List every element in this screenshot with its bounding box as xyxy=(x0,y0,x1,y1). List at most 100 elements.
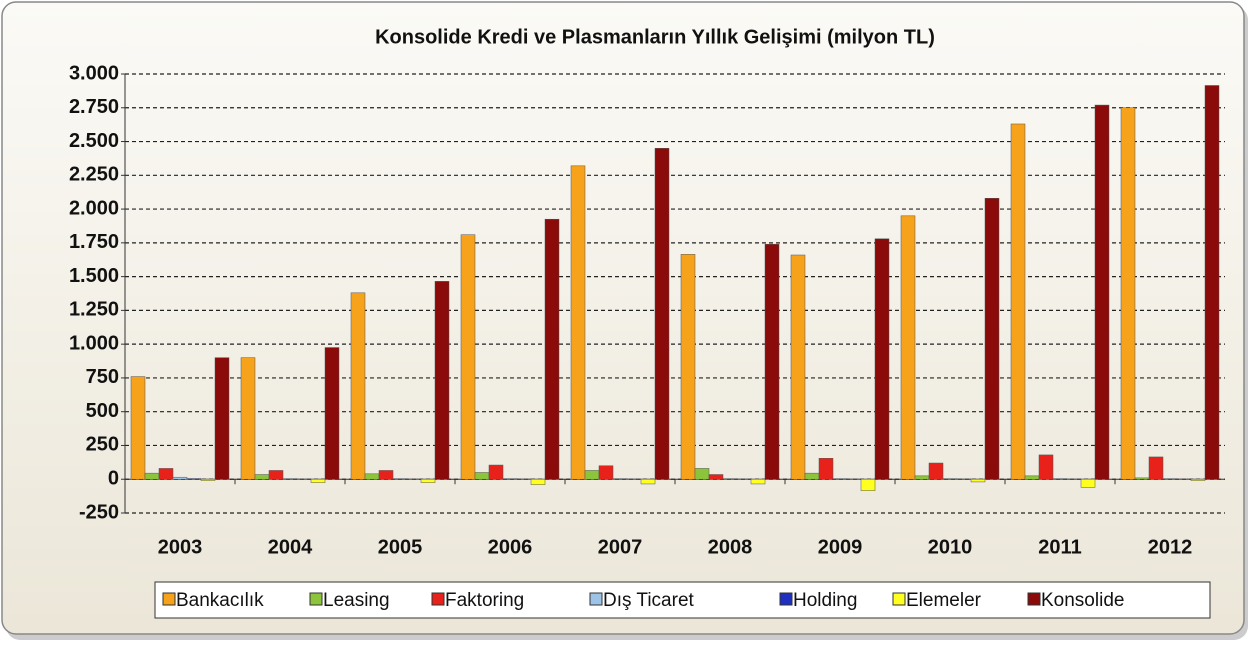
bar xyxy=(861,479,875,490)
bar xyxy=(599,466,613,480)
x-tick-label: 2009 xyxy=(818,536,863,558)
bar xyxy=(325,348,339,480)
legend-swatch xyxy=(893,593,905,605)
bar xyxy=(1025,476,1039,479)
legend-swatch xyxy=(1028,593,1040,605)
chart-title: Konsolide Kredi ve Plasmanların Yıllık G… xyxy=(375,26,935,48)
bar xyxy=(215,358,229,480)
bar xyxy=(159,468,173,479)
legend-swatch xyxy=(310,593,322,605)
bar xyxy=(435,281,449,479)
x-tick-label: 2010 xyxy=(928,536,973,558)
bar xyxy=(875,239,889,479)
bar xyxy=(805,473,819,479)
bar xyxy=(475,472,489,479)
legend-label: Konsolide xyxy=(1041,590,1124,611)
legend-label: Bankacılık xyxy=(176,590,264,611)
bar xyxy=(1135,478,1149,479)
bar xyxy=(531,479,545,484)
bar xyxy=(1095,105,1109,479)
bar xyxy=(255,475,269,480)
bar xyxy=(489,465,503,479)
legend-label: Elemeler xyxy=(906,590,982,611)
legend-label: Faktoring xyxy=(445,590,524,611)
bar xyxy=(765,244,779,479)
bar xyxy=(1121,108,1135,479)
bar xyxy=(791,255,805,479)
x-tick-label: 2005 xyxy=(378,536,423,558)
bar xyxy=(545,219,559,479)
bar xyxy=(503,479,517,480)
y-tick-label: 2.000 xyxy=(69,197,119,219)
bar xyxy=(971,479,985,482)
x-tick-label: 2012 xyxy=(1148,536,1193,558)
bar xyxy=(173,477,187,479)
legend-swatch xyxy=(590,593,602,605)
legend-swatch xyxy=(163,593,175,605)
y-tick-label: 2.500 xyxy=(69,130,119,152)
bar xyxy=(915,476,929,479)
bar xyxy=(901,216,915,479)
bar xyxy=(393,479,407,480)
legend-swatch xyxy=(432,593,444,605)
y-tick-label: 1.500 xyxy=(69,265,119,287)
x-tick-label: 2003 xyxy=(158,536,203,558)
legend-label: Dış Ticaret xyxy=(603,590,695,611)
bar xyxy=(695,468,709,479)
y-tick-label: 500 xyxy=(86,400,119,422)
y-tick-label: -250 xyxy=(79,501,119,523)
bar xyxy=(201,479,215,480)
bar xyxy=(187,479,201,480)
bar xyxy=(1163,479,1177,480)
bar xyxy=(1053,479,1067,480)
bar xyxy=(1039,455,1053,479)
bar xyxy=(751,479,765,484)
bar xyxy=(571,166,585,479)
bar xyxy=(929,463,943,479)
bar xyxy=(461,235,475,479)
bar xyxy=(241,358,255,480)
legend-label: Leasing xyxy=(323,590,390,611)
bar xyxy=(723,479,737,480)
y-tick-label: 250 xyxy=(86,434,119,456)
bar xyxy=(1191,479,1205,480)
bar xyxy=(1149,457,1163,479)
bar xyxy=(365,474,379,479)
x-tick-label: 2004 xyxy=(268,536,313,558)
bar xyxy=(655,148,669,479)
bar xyxy=(269,470,283,479)
x-tick-label: 2007 xyxy=(598,536,643,558)
bar xyxy=(311,479,325,482)
x-tick-label: 2008 xyxy=(708,536,753,558)
legend-label: Holding xyxy=(793,590,857,611)
bar xyxy=(613,479,627,480)
y-tick-label: 2.250 xyxy=(69,164,119,186)
y-tick-label: 750 xyxy=(86,366,119,388)
bar xyxy=(421,479,435,482)
y-tick-label: 2.750 xyxy=(69,96,119,118)
y-tick-label: 0 xyxy=(108,468,119,490)
y-tick-label: 1.000 xyxy=(69,332,119,354)
x-tick-label: 2006 xyxy=(488,536,533,558)
bar xyxy=(145,473,159,479)
y-tick-label: 3.000 xyxy=(69,62,119,84)
bar xyxy=(1011,124,1025,479)
bar xyxy=(709,475,723,480)
x-tick-label: 2011 xyxy=(1038,536,1081,558)
bar xyxy=(379,470,393,479)
bar xyxy=(985,198,999,479)
bar xyxy=(1205,85,1219,479)
legend-swatch xyxy=(780,593,792,605)
bar xyxy=(585,470,599,479)
bar xyxy=(1081,479,1095,487)
bar xyxy=(283,479,297,480)
bar xyxy=(641,479,655,484)
bar xyxy=(131,377,145,480)
y-tick-label: 1.250 xyxy=(69,299,119,321)
bar xyxy=(833,479,847,480)
y-tick-label: 1.750 xyxy=(69,231,119,253)
bar xyxy=(681,254,695,479)
bar xyxy=(819,458,833,479)
bar xyxy=(943,479,957,480)
